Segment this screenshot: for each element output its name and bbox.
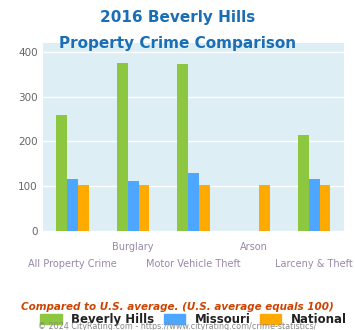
- Bar: [67, 179, 78, 231]
- Bar: [128, 181, 138, 231]
- Bar: [188, 173, 199, 231]
- Legend: Beverly Hills, Missouri, National: Beverly Hills, Missouri, National: [36, 308, 351, 330]
- Bar: [298, 135, 309, 231]
- Text: Property Crime Comparison: Property Crime Comparison: [59, 36, 296, 51]
- Text: Compared to U.S. average. (U.S. average equals 100): Compared to U.S. average. (U.S. average …: [21, 302, 334, 312]
- Text: All Property Crime: All Property Crime: [28, 259, 117, 269]
- Bar: [309, 179, 320, 231]
- Bar: [56, 115, 67, 231]
- Bar: [138, 185, 149, 231]
- Bar: [259, 185, 270, 231]
- Text: Arson: Arson: [240, 242, 268, 252]
- Bar: [78, 185, 89, 231]
- Text: © 2024 CityRating.com - https://www.cityrating.com/crime-statistics/: © 2024 CityRating.com - https://www.city…: [38, 322, 317, 330]
- Text: Larceny & Theft: Larceny & Theft: [275, 259, 353, 269]
- Text: Motor Vehicle Theft: Motor Vehicle Theft: [146, 259, 241, 269]
- Bar: [320, 185, 331, 231]
- Bar: [177, 64, 188, 231]
- Bar: [117, 63, 128, 231]
- Bar: [199, 185, 210, 231]
- Text: 2016 Beverly Hills: 2016 Beverly Hills: [100, 10, 255, 25]
- Text: Burglary: Burglary: [113, 242, 154, 252]
